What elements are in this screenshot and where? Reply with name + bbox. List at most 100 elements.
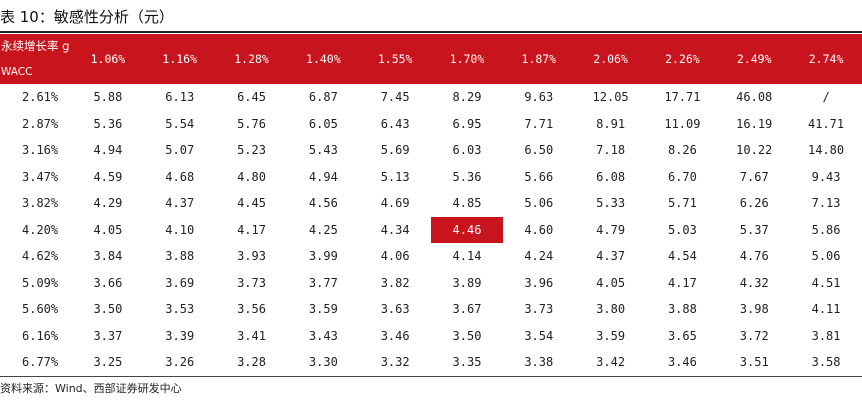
value-cell: 4.17 [667, 275, 697, 290]
growth-rate-header: 1.28% [215, 34, 288, 84]
table-row: 4.20% 4.05 4.10 4.17 4.25 4.34 4.46 4.60 4.79 5.0… [0, 216, 862, 243]
value-cell: 3.59 [308, 302, 338, 317]
value-cell: 4.68 [165, 169, 195, 184]
value-cell: 6.95 [452, 116, 482, 131]
value-cell: 14.80 [808, 143, 845, 158]
value-cell: 5.06 [524, 196, 554, 211]
value-cell: 5.23 [237, 143, 266, 158]
value-cell: 5.71 [667, 196, 697, 211]
value-cell: 3.99 [308, 249, 338, 264]
value-cell: 5.43 [308, 143, 338, 158]
value-cell: 5.03 [667, 222, 697, 237]
value-cell: 3.53 [165, 302, 195, 317]
value-cell: 3.73 [237, 275, 266, 290]
value-cell: / [822, 90, 830, 105]
value-cell: 7.67 [739, 169, 769, 184]
value-cell: 4.29 [93, 196, 123, 211]
value-cell: 4.11 [811, 302, 841, 317]
value-cell: 4.60 [524, 222, 554, 237]
growth-rate-header: 1.70% [431, 34, 503, 84]
table-header: 永续增长率 g WACC 1.06% 1.16% 1.28% 1.40% 1.55% 1.… [0, 34, 862, 84]
value-cell: 5.36 [93, 116, 123, 131]
table-row: 2.87% 5.36 5.54 5.76 6.05 6.43 6.95 7.71 8.91 11.… [0, 111, 862, 138]
value-cell: 4.10 [165, 222, 195, 237]
value-cell: 12.05 [592, 90, 629, 105]
value-cell: 9.63 [524, 90, 554, 105]
growth-rate-header: 2.06% [574, 34, 647, 84]
value-cell: 3.66 [93, 275, 123, 290]
value-cell: 3.39 [165, 328, 195, 343]
value-cell: 3.82 [380, 275, 410, 290]
wacc-cell: 4.62% [22, 249, 59, 264]
value-cell: 4.25 [308, 222, 338, 237]
value-cell: 3.93 [237, 249, 266, 264]
table-body: 2.61% 5.88 6.13 6.45 6.87 7.45 8.29 9.63 12.05 17… [0, 84, 862, 376]
value-cell: 6.43 [380, 116, 410, 131]
value-cell: 4.56 [308, 196, 338, 211]
value-cell: 3.30 [308, 355, 338, 370]
value-cell: 4.80 [237, 169, 266, 184]
value-cell: 4.76 [739, 249, 769, 264]
value-cell: 6.87 [308, 90, 338, 105]
value-cell: 3.65 [667, 328, 697, 343]
value-cell: 16.19 [736, 116, 773, 131]
value-cell: 3.84 [93, 249, 123, 264]
wacc-cell: 4.20% [22, 222, 59, 237]
value-cell: 5.86 [811, 222, 841, 237]
table-row: 3.47% 4.59 4.68 4.80 4.94 5.13 5.36 5.66 6.08 6.7… [0, 164, 862, 191]
wacc-cell: 6.77% [22, 355, 59, 370]
growth-rate-header: 1.16% [143, 34, 216, 84]
value-cell: 3.50 [93, 302, 123, 317]
value-cell: 3.42 [596, 355, 626, 370]
value-cell: 4.05 [93, 222, 123, 237]
value-cell: 8.29 [452, 90, 482, 105]
value-cell: 6.50 [524, 143, 554, 158]
corner-header: 永续增长率 g WACC [0, 34, 72, 84]
value-cell: 3.56 [237, 302, 266, 317]
value-cell: 10.22 [736, 143, 773, 158]
value-cell: 4.24 [524, 249, 554, 264]
value-cell: 9.43 [811, 169, 841, 184]
value-cell: 3.58 [811, 355, 841, 370]
value-cell: 3.88 [165, 249, 195, 264]
value-cell: 3.51 [739, 355, 769, 370]
value-cell: 5.54 [165, 116, 195, 131]
value-cell: 4.14 [452, 249, 482, 264]
value-cell: 3.96 [524, 275, 554, 290]
value-cell: 3.43 [308, 328, 338, 343]
growth-rate-header: 2.26% [646, 34, 719, 84]
growth-rate-header: 1.87% [502, 34, 575, 84]
table-row: 5.09% 3.66 3.69 3.73 3.77 3.82 3.89 3.96 4.05 4.1… [0, 270, 862, 297]
value-cell: 3.80 [596, 302, 626, 317]
growth-rate-header: 1.40% [287, 34, 360, 84]
value-cell: 5.33 [596, 196, 626, 211]
value-cell: 5.07 [165, 143, 195, 158]
value-cell: 6.13 [165, 90, 195, 105]
value-cell: 7.71 [524, 116, 554, 131]
value-cell: 4.06 [380, 249, 410, 264]
value-cell: 6.03 [452, 143, 482, 158]
value-cell: 8.91 [596, 116, 626, 131]
value-cell: 3.89 [452, 275, 482, 290]
table-row: 5.60% 3.50 3.53 3.56 3.59 3.63 3.67 3.73 3.80 3.8… [0, 296, 862, 323]
table-row: 4.62% 3.84 3.88 3.93 3.99 4.06 4.14 4.24 4.37 4.5… [0, 243, 862, 270]
growth-rate-header: 1.55% [359, 34, 432, 84]
wacc-cell: 2.61% [22, 90, 59, 105]
value-cell: 3.35 [452, 355, 482, 370]
value-cell: 4.37 [165, 196, 195, 211]
growth-rate-header: 2.74% [790, 34, 862, 84]
value-cell: 3.73 [524, 302, 554, 317]
highlighted-value-cell: 4.46 [431, 216, 503, 243]
bottom-rule [0, 376, 862, 377]
value-cell: 3.54 [524, 328, 554, 343]
value-cell: 3.46 [380, 328, 410, 343]
value-cell: 3.88 [667, 302, 697, 317]
value-cell: 4.32 [739, 275, 769, 290]
value-cell: 4.17 [237, 222, 266, 237]
value-cell: 17.71 [664, 90, 701, 105]
growth-rate-label: 永续增长率 g [1, 39, 70, 53]
value-cell: 3.26 [165, 355, 195, 370]
value-cell: 6.26 [739, 196, 769, 211]
value-cell: 4.79 [596, 222, 626, 237]
wacc-cell: 3.82% [22, 196, 59, 211]
